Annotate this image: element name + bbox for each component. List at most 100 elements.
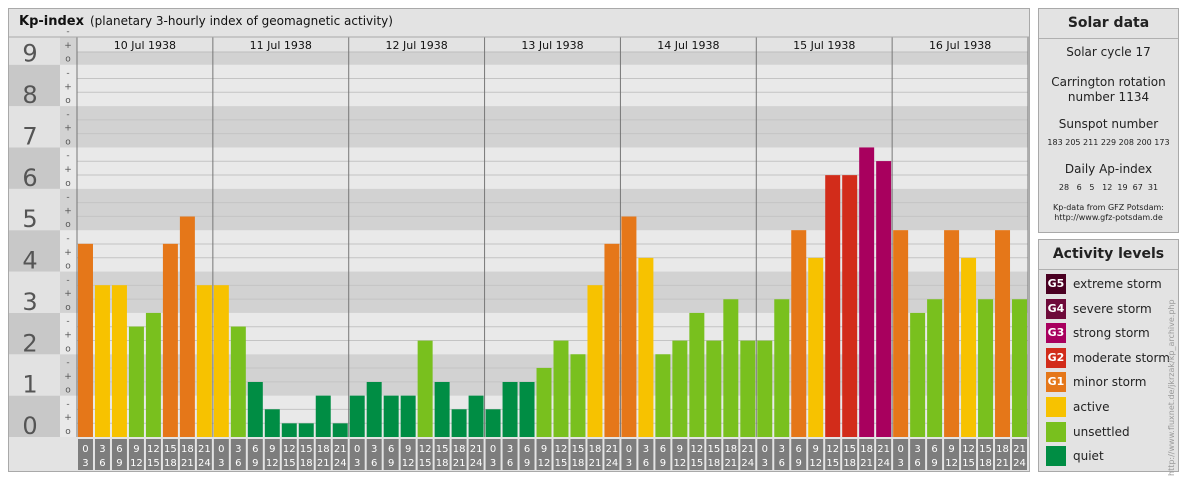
interval-end: 15 (690, 458, 703, 469)
interval-cell (587, 439, 603, 470)
interval-end: 15 (962, 458, 975, 469)
activity-swatch: G4 (1046, 298, 1066, 319)
chart-title: Kp-index (planetary 3-hourly index of geo… (19, 14, 393, 29)
interval-cell (757, 439, 773, 470)
activity-label: severe storm (1073, 301, 1152, 316)
kp-bar (553, 340, 569, 437)
interval-start: 12 (283, 444, 296, 455)
interval-end: 18 (843, 458, 856, 469)
interval-cell (162, 439, 178, 470)
kp-minor-tick: o (65, 96, 71, 106)
interval-start: 12 (690, 444, 703, 455)
interval-cell (315, 439, 331, 470)
kp-minor-tick: o (65, 137, 71, 147)
interval-cell (434, 439, 450, 470)
kp-bar (638, 257, 654, 437)
interval-start: 18 (317, 444, 330, 455)
kp-bar (757, 340, 773, 437)
activity-label: active (1073, 400, 1110, 414)
interval-end: 15 (555, 458, 568, 469)
interval-end: 21 (453, 458, 466, 469)
interval-end: 3 (897, 458, 903, 469)
interval-cell (859, 439, 875, 470)
interval-end: 18 (979, 458, 992, 469)
interval-cell (876, 439, 892, 470)
interval-end: 3 (218, 458, 224, 469)
kp-bar (179, 216, 195, 437)
kp-bar (264, 409, 280, 437)
kp-bar (655, 354, 671, 437)
carrington-line1: Carrington rotation (1051, 75, 1166, 89)
interval-end: 15 (147, 458, 160, 469)
ap-title: Daily Ap-index (1064, 162, 1153, 176)
interval-cell (672, 439, 688, 470)
interval-cell (400, 439, 416, 470)
activity-swatch: G3 (1046, 323, 1066, 344)
interval-end: 12 (538, 458, 551, 469)
interval-cell (485, 439, 501, 470)
activity-swatch: G5 (1046, 274, 1066, 294)
interval-end: 6 (235, 458, 241, 469)
chart-title-text: Kp-index (19, 14, 84, 29)
activity-levels-title: Activity levels (1039, 240, 1178, 270)
interval-start: 18 (724, 444, 737, 455)
solar-data-panel: Solar data Solar cycle 17 Carrington rot… (1038, 8, 1179, 233)
kp-bar (145, 312, 161, 437)
interval-start: 9 (677, 444, 683, 455)
interval-end: 24 (606, 458, 619, 469)
day-label: 14 Jul 1938 (657, 39, 719, 52)
kp-minor-tick: - (66, 69, 69, 79)
kp-bar (502, 381, 518, 437)
kp-bar (162, 243, 178, 437)
source-link[interactable]: http://www.gfz-potsdam.de (1054, 213, 1163, 222)
solar-data-title: Solar data (1039, 9, 1178, 39)
kp-bar (587, 285, 603, 437)
interval-end: 24 (1013, 458, 1026, 469)
interval-cell (842, 439, 858, 470)
kp-label-band (9, 64, 60, 107)
kp-minor-tick: o (65, 55, 71, 65)
interval-start: 3 (643, 444, 649, 455)
interval-start: 12 (419, 444, 432, 455)
interval-cell (78, 439, 93, 470)
interval-start: 3 (507, 444, 513, 455)
interval-end: 21 (724, 458, 737, 469)
interval-end: 3 (354, 458, 360, 469)
interval-end: 12 (809, 458, 822, 469)
interval-cell (502, 439, 518, 470)
interval-end: 15 (283, 458, 296, 469)
kp-minor-tick: - (66, 110, 69, 120)
interval-end: 3 (82, 458, 88, 469)
kp-band (60, 106, 1028, 148)
kp-label-band (9, 188, 60, 231)
interval-end: 6 (371, 458, 377, 469)
interval-cell (230, 439, 246, 470)
kp-tick-label: 0 (22, 412, 37, 440)
kp-bar (247, 381, 263, 437)
interval-start: 3 (371, 444, 377, 455)
interval-cell (978, 439, 994, 470)
interval-cell (689, 439, 705, 470)
interval-end: 24 (470, 458, 483, 469)
interval-end: 6 (507, 458, 513, 469)
ap-values: 28 6 5 12 19 67 31 (1058, 183, 1159, 192)
interval-start: 9 (541, 444, 547, 455)
interval-end: 24 (877, 458, 890, 469)
interval-cell (451, 439, 467, 470)
interval-end: 18 (707, 458, 720, 469)
interval-start: 21 (606, 444, 619, 455)
kp-tick-label: 7 (22, 122, 37, 150)
kp-tick-label: 3 (22, 288, 37, 316)
kp-label-band (9, 271, 60, 313)
interval-start: 6 (796, 444, 802, 455)
interval-start: 15 (436, 444, 449, 455)
interval-start: 6 (660, 444, 666, 455)
interval-start: 18 (860, 444, 873, 455)
kp-label-band (9, 106, 60, 148)
interval-cell (893, 439, 909, 470)
kp-tick-label: 2 (22, 329, 37, 357)
interval-start: 3 (235, 444, 241, 455)
interval-cell (910, 439, 926, 470)
kp-bar (111, 285, 127, 437)
interval-end: 9 (660, 458, 666, 469)
